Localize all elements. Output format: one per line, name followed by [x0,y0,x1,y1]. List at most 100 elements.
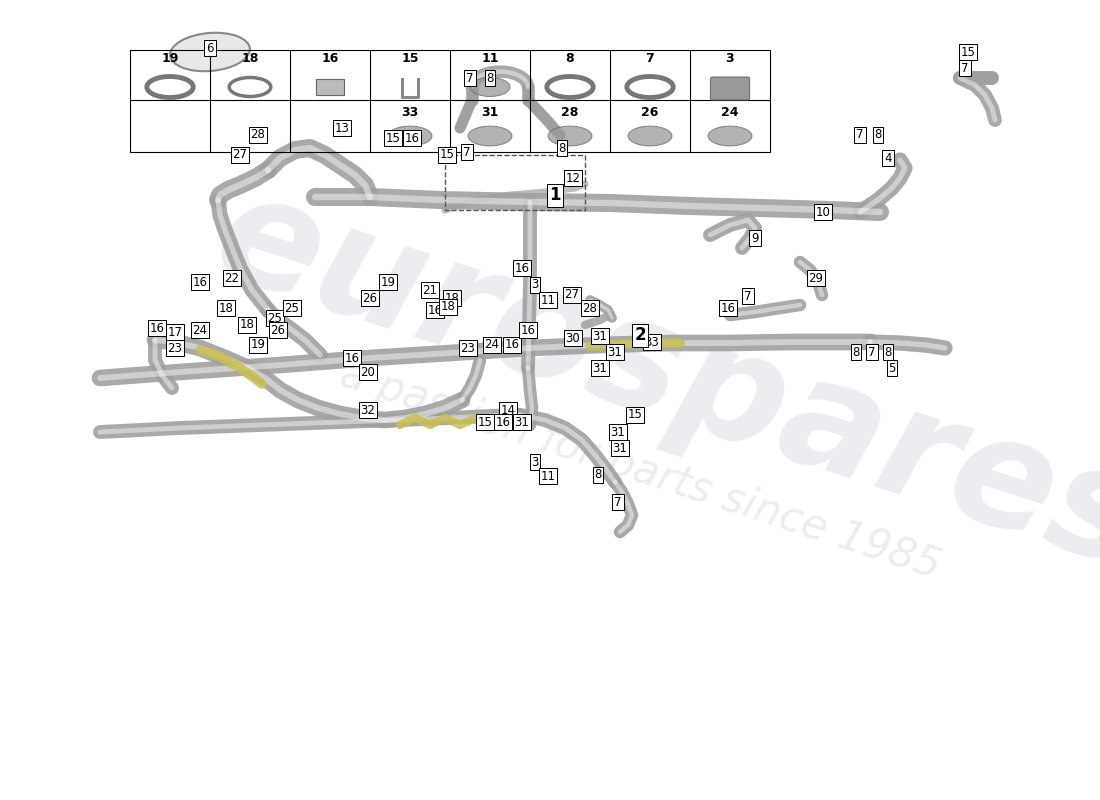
Text: 22: 22 [224,271,240,285]
Text: 16: 16 [344,351,360,365]
Text: 31: 31 [482,106,498,118]
Text: 15: 15 [960,46,976,58]
Text: 28: 28 [561,106,579,118]
Text: 3: 3 [726,53,735,66]
Text: 7: 7 [614,495,622,509]
Text: 7: 7 [646,53,654,66]
Ellipse shape [628,126,672,146]
Text: 31: 31 [593,330,607,342]
Text: 26: 26 [641,106,659,118]
Text: 11: 11 [482,53,498,66]
Text: 25: 25 [267,311,283,325]
Text: 2: 2 [636,329,644,342]
Text: 16: 16 [192,275,208,289]
Text: 1: 1 [549,186,561,204]
Text: a passion for parts since 1985: a passion for parts since 1985 [334,353,946,587]
Text: 16: 16 [720,302,736,314]
Text: 12: 12 [565,171,581,185]
Text: 31: 31 [515,415,529,429]
Text: 32: 32 [361,403,375,417]
Text: 33: 33 [402,106,419,118]
Text: 24: 24 [722,106,739,118]
Text: 20: 20 [361,366,375,378]
Text: 15: 15 [402,53,419,66]
Text: 7: 7 [466,71,474,85]
Text: 11: 11 [540,470,556,482]
Text: 9: 9 [751,231,759,245]
Text: 27: 27 [232,149,248,162]
Text: 16: 16 [428,303,442,317]
Text: 18: 18 [240,318,254,331]
Text: 25: 25 [285,302,299,314]
Text: 14: 14 [500,403,516,417]
Text: 5: 5 [889,362,895,374]
Ellipse shape [170,33,250,71]
Text: 8: 8 [486,71,494,85]
Text: 15: 15 [628,409,642,422]
Text: 11: 11 [540,294,556,306]
Text: 16: 16 [150,322,165,334]
Text: 24: 24 [192,323,208,337]
Text: 26: 26 [363,291,377,305]
Text: 16: 16 [495,415,510,429]
Text: 31: 31 [607,346,623,358]
Text: 6: 6 [207,42,213,54]
Text: 19: 19 [381,275,396,289]
Text: 31: 31 [610,426,626,438]
Text: 18: 18 [219,302,233,314]
Text: 10: 10 [815,206,830,218]
Text: 29: 29 [808,271,824,285]
Text: eurospares: eurospares [198,160,1100,600]
Text: 19: 19 [251,338,265,351]
Text: 16: 16 [321,53,339,66]
Text: 19: 19 [162,53,178,66]
Text: 21: 21 [422,283,438,297]
Text: 7: 7 [856,129,864,142]
Text: 17: 17 [167,326,183,338]
Ellipse shape [388,126,432,146]
Text: 8: 8 [852,346,860,358]
Ellipse shape [470,78,510,97]
Text: 15: 15 [477,415,493,429]
Text: 8: 8 [884,346,892,358]
Text: 18: 18 [444,291,460,305]
Text: 8: 8 [874,129,882,142]
Text: 18: 18 [441,301,455,314]
Text: 33: 33 [645,335,659,349]
Text: 31: 31 [613,442,627,454]
Text: 15: 15 [386,131,400,145]
Text: 13: 13 [334,122,350,134]
Bar [130,50,770,152]
Bar [316,79,344,95]
Text: 8: 8 [565,53,574,66]
Text: 27: 27 [564,289,580,302]
Text: 8: 8 [594,469,602,482]
Ellipse shape [548,126,592,146]
Text: 30: 30 [565,331,581,345]
Text: 23: 23 [461,342,475,354]
Text: 24: 24 [484,338,499,351]
Text: 31: 31 [593,362,607,374]
Text: 15: 15 [440,149,454,162]
Text: 16: 16 [505,338,519,351]
Text: 28: 28 [251,129,265,142]
FancyBboxPatch shape [711,77,749,100]
Text: 7: 7 [463,146,471,158]
Text: 2: 2 [635,326,646,344]
Text: 18: 18 [241,53,258,66]
Text: 1: 1 [551,189,559,202]
Bar [446,155,585,210]
Text: 16: 16 [520,323,536,337]
Ellipse shape [708,126,752,146]
Text: 3: 3 [531,455,539,469]
Text: 16: 16 [405,131,419,145]
Text: 7: 7 [868,346,876,358]
Text: 16: 16 [515,262,529,274]
Ellipse shape [468,126,512,146]
Text: 7: 7 [745,290,751,302]
Text: 23: 23 [167,342,183,354]
Text: 7: 7 [961,62,969,74]
Text: 4: 4 [884,151,892,165]
Text: 8: 8 [559,142,565,154]
Text: 3: 3 [531,278,539,291]
